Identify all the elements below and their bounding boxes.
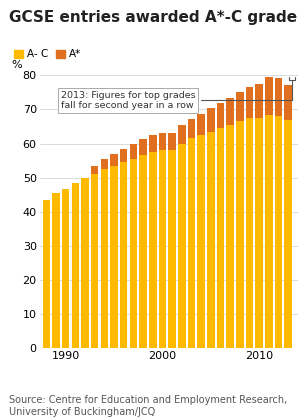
Bar	[43, 200, 50, 348]
Bar	[120, 149, 127, 162]
Bar	[265, 114, 273, 348]
Bar	[81, 178, 89, 348]
Bar	[255, 118, 263, 348]
Bar	[217, 128, 224, 348]
Bar	[236, 93, 244, 122]
Bar	[275, 116, 282, 348]
Bar	[226, 125, 234, 348]
Bar	[178, 143, 185, 348]
Bar	[139, 139, 147, 155]
Bar	[236, 122, 244, 348]
Bar	[178, 125, 185, 143]
Bar	[120, 162, 127, 348]
Bar	[130, 143, 137, 159]
Bar	[197, 135, 205, 348]
Bar	[159, 132, 166, 150]
Bar	[62, 189, 69, 348]
Bar	[101, 169, 108, 348]
Bar	[217, 103, 224, 128]
Bar	[246, 118, 253, 348]
Text: 2013: Figures for top grades
fall for second year in a row: 2013: Figures for top grades fall for se…	[61, 77, 295, 110]
Bar	[110, 154, 118, 166]
Bar	[149, 135, 157, 152]
Bar	[246, 87, 253, 118]
Bar	[226, 98, 234, 125]
Bar	[149, 152, 157, 348]
Bar	[255, 84, 263, 118]
Bar	[188, 138, 195, 348]
Y-axis label: %: %	[11, 60, 22, 70]
Bar	[207, 108, 215, 132]
Bar	[91, 174, 98, 348]
Bar	[139, 155, 147, 348]
Bar	[168, 150, 176, 348]
Bar	[130, 159, 137, 348]
Bar	[207, 132, 215, 348]
Bar	[188, 119, 195, 138]
Legend: A- C, A*: A- C, A*	[14, 49, 81, 59]
Text: Source: Centre for Education and Employment Research,
University of Buckingham/J: Source: Centre for Education and Employm…	[9, 395, 287, 417]
Bar	[71, 183, 79, 348]
Bar	[52, 193, 60, 348]
Bar	[275, 78, 282, 116]
Bar	[91, 166, 98, 174]
Text: GCSE entries awarded A*-C grade: GCSE entries awarded A*-C grade	[9, 10, 297, 26]
Bar	[101, 159, 108, 169]
Bar	[265, 77, 273, 114]
Bar	[197, 114, 205, 135]
Bar	[110, 166, 118, 348]
Bar	[285, 85, 292, 120]
Bar	[285, 120, 292, 348]
Bar	[168, 133, 176, 150]
Bar	[159, 150, 166, 348]
